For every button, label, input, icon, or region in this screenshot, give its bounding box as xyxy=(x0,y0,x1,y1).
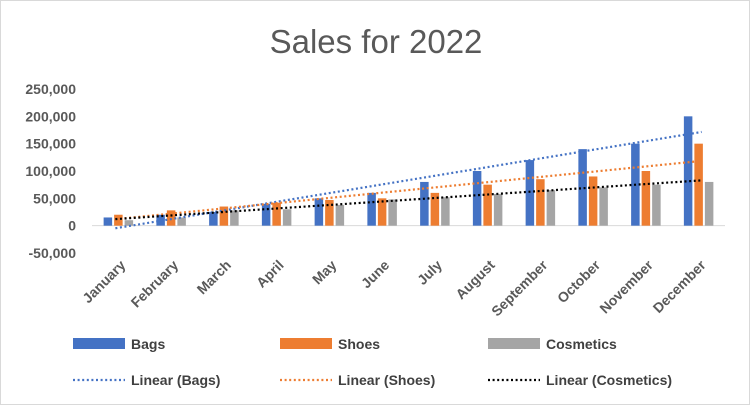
bar-shoes xyxy=(641,171,651,226)
bar-bags xyxy=(367,192,376,226)
bar-shoes xyxy=(325,199,334,226)
bar-bags xyxy=(156,214,165,226)
bar-bags xyxy=(103,217,113,226)
y-tick-label: 0 xyxy=(68,218,76,234)
legend-label: Shoes xyxy=(338,336,380,352)
y-tick-label: 200,000 xyxy=(25,108,76,124)
bar-shoes xyxy=(114,214,123,226)
y-axis-ticks: -50,000 0 50,000 100,000 150,000 200,000 250,0… xyxy=(25,81,76,261)
y-tick-label: -50,000 xyxy=(29,245,77,261)
legend-swatch-cosmetics xyxy=(488,338,540,349)
legend-label: Linear (Cosmetics) xyxy=(546,372,672,388)
x-tick-label: November xyxy=(596,256,656,316)
bar-bags xyxy=(209,212,218,226)
legend-label: Bags xyxy=(131,336,165,352)
y-tick-label: 50,000 xyxy=(33,190,76,206)
legend-swatch-bags xyxy=(73,338,125,349)
bar-cosmetics xyxy=(704,181,714,226)
y-tick-label: 150,000 xyxy=(25,136,76,152)
bars-group xyxy=(103,116,714,226)
x-tick-label: March xyxy=(194,257,234,297)
x-tick-label: January xyxy=(79,257,128,306)
x-tick-label: July xyxy=(414,257,445,288)
trendline-cosmetics xyxy=(115,179,702,221)
bar-cosmetics xyxy=(652,184,661,226)
x-tick-label: May xyxy=(309,257,340,288)
x-tick-label: June xyxy=(358,257,393,292)
bar-bags xyxy=(261,203,271,226)
bar-bags xyxy=(525,160,535,226)
bar-shoes xyxy=(430,192,440,226)
bar-shoes xyxy=(536,179,545,226)
legend: Bags Shoes Cosmetics Linear (Bags) Linear (S… xyxy=(73,336,672,388)
bar-bags xyxy=(472,171,482,226)
x-tick-label: February xyxy=(128,257,182,311)
x-tick-label: April xyxy=(253,257,287,291)
x-tick-label: September xyxy=(488,256,551,319)
legend-label: Linear (Bags) xyxy=(131,372,220,388)
bar-cosmetics xyxy=(282,209,292,226)
legend-label: Linear (Shoes) xyxy=(338,372,435,388)
bar-shoes xyxy=(272,202,281,226)
bar-cosmetics xyxy=(177,217,186,226)
y-tick-label: 250,000 xyxy=(25,81,76,97)
legend-swatch-shoes xyxy=(280,338,332,349)
bar-bags xyxy=(578,149,587,226)
bar-cosmetics xyxy=(388,199,397,226)
bar-cosmetics xyxy=(546,190,556,226)
bar-cosmetics xyxy=(335,204,345,226)
bar-shoes xyxy=(694,143,703,226)
bar-cosmetics xyxy=(441,197,450,226)
bar-cosmetics xyxy=(124,220,134,226)
bar-shoes xyxy=(219,206,229,226)
bar-bags xyxy=(420,181,429,226)
trendlines-group xyxy=(115,130,702,230)
y-tick-label: 100,000 xyxy=(25,163,76,179)
bar-cosmetics xyxy=(230,210,239,226)
x-tick-label: August xyxy=(452,257,498,303)
x-axis-ticks: January February March April May June July Augu… xyxy=(79,256,709,319)
bar-bags xyxy=(683,116,693,226)
bar-cosmetics xyxy=(599,187,608,226)
bar-shoes xyxy=(483,184,492,226)
x-tick-label: October xyxy=(554,256,604,306)
bar-shoes xyxy=(588,176,598,226)
bar-cosmetics xyxy=(493,193,503,226)
chart-title: Sales for 2022 xyxy=(270,23,483,60)
legend-label: Cosmetics xyxy=(546,336,617,352)
trendline-shoes xyxy=(115,159,702,221)
bar-bags xyxy=(314,198,324,226)
bar-shoes xyxy=(377,198,387,226)
x-tick-label: December xyxy=(650,256,710,316)
